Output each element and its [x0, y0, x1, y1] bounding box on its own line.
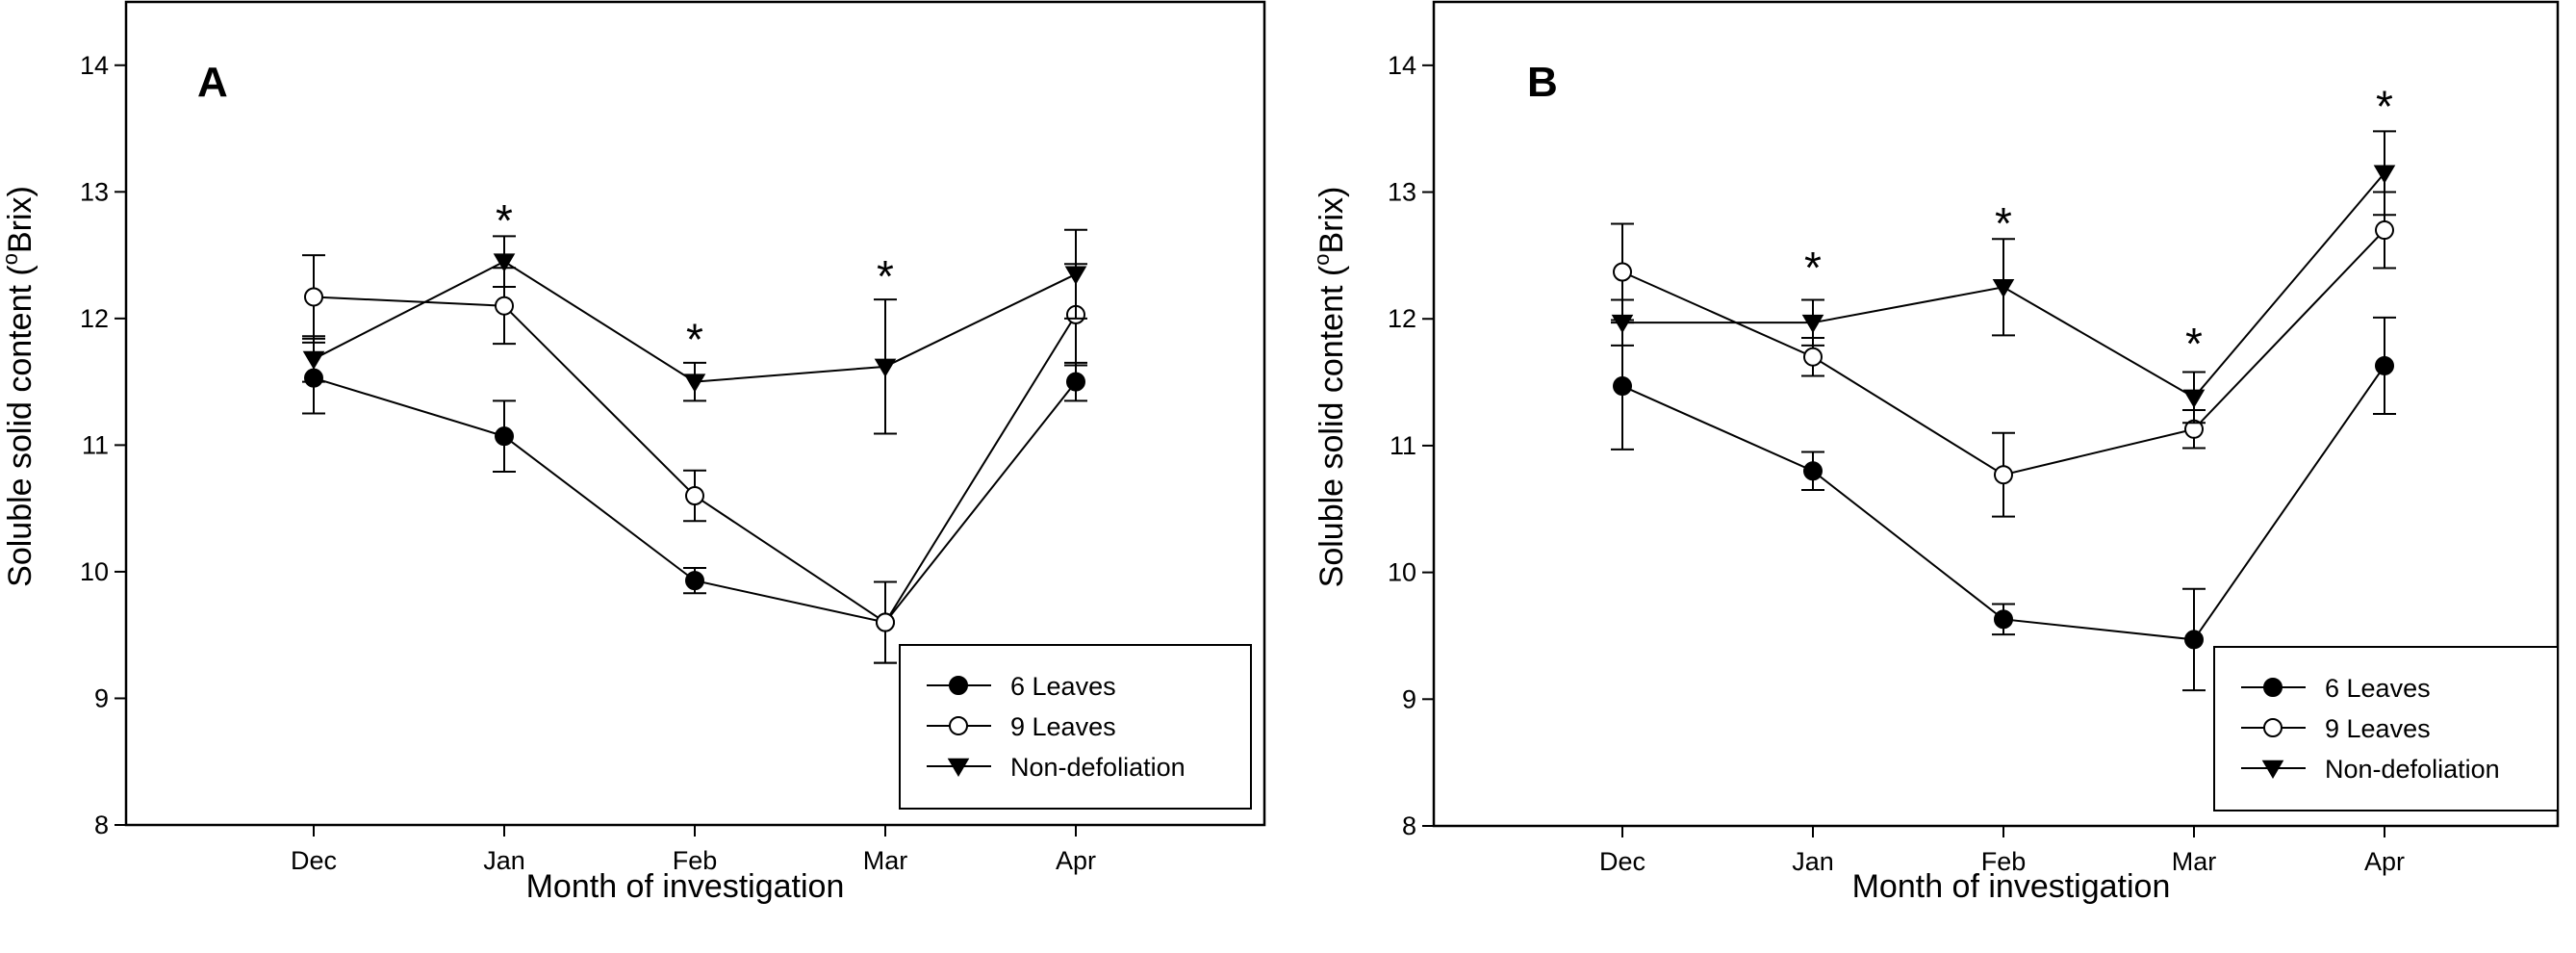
y-axis-title-prefix: Soluble solid content (: [1314, 265, 1350, 587]
legend-marker: [2263, 718, 2283, 737]
data-point: [1803, 347, 1823, 367]
data-point: [1994, 465, 2013, 485]
data-point: [1992, 279, 2015, 298]
x-tick-label: Dec: [291, 846, 337, 875]
data-point: [1064, 266, 1087, 285]
significance-marker: *: [2376, 82, 2393, 132]
y-tick-label: 8: [1402, 811, 1416, 840]
series-6-leaves: [1611, 316, 2396, 692]
legend-label: 9 Leaves: [2325, 714, 2431, 743]
x-tick-label: Dec: [1599, 847, 1645, 876]
legend-marker: [949, 676, 968, 695]
legend: 6 Leaves 9 Leaves Non-defoliation: [899, 644, 1252, 810]
significance-marker: *: [1995, 198, 2012, 248]
series-non-defoliation: [1611, 130, 2396, 425]
x-tick-label: Mar: [863, 846, 908, 875]
y-axis-title-prefix: Soluble solid content (: [2, 265, 38, 587]
y-axis-title-superscript: o: [1310, 254, 1334, 266]
y-tick-label: 14: [80, 51, 109, 80]
y-tick-label: 11: [1390, 431, 1416, 460]
data-point: [1611, 314, 1634, 334]
y-tick-label: 10: [1388, 558, 1416, 587]
panel-letter: A: [197, 59, 228, 106]
panel-letter: B: [1527, 59, 1558, 106]
data-point: [685, 486, 704, 505]
x-tick-label: Feb: [673, 846, 718, 875]
data-point: [2373, 165, 2396, 184]
x-axis-title: Month of investigation: [526, 868, 845, 905]
data-point: [1801, 314, 1824, 334]
legend-label: 9 Leaves: [1010, 712, 1116, 741]
legend-label: Non-defoliation: [1010, 753, 1186, 782]
panel-a: 8 9 10 11 12 13 14 Dec Jan Feb Mar Apr Month of inve…: [0, 0, 1266, 905]
y-axis-title-suffix: Brix): [2, 186, 38, 253]
y-axis-title: Soluble solid content (oBrix): [1310, 187, 1350, 588]
significance-marker: *: [496, 195, 513, 245]
y-tick-label: 12: [80, 304, 109, 333]
series-non-defoliation: [302, 228, 1087, 435]
significance-marker: *: [877, 251, 894, 301]
y-axis-title: Soluble solid content (oBrix): [0, 186, 38, 587]
legend: 6 Leaves 9 Leaves Non-defoliation: [2213, 646, 2559, 811]
data-point: [493, 253, 516, 272]
y-tick-label: 9: [1402, 684, 1416, 713]
x-tick-label: Jan: [1792, 847, 1834, 876]
x-tick-label: Feb: [1981, 847, 2027, 876]
data-point: [2375, 220, 2394, 241]
y-axis-title-superscript: o: [0, 253, 22, 265]
x-axis-title: Month of investigation: [1852, 868, 2171, 905]
data-point: [1803, 461, 1823, 481]
significance-marker: *: [686, 315, 703, 365]
significance-marker: *: [2185, 319, 2203, 369]
legend-label: 6 Leaves: [2325, 674, 2431, 703]
data-point: [302, 350, 325, 370]
data-point: [495, 426, 514, 447]
y-tick-label: 13: [1388, 178, 1416, 207]
y-tick-label: 13: [80, 177, 109, 206]
data-point: [1066, 372, 1085, 392]
data-point: [876, 612, 895, 632]
x-tick-label: Apr: [1056, 846, 1096, 875]
legend-marker: [947, 758, 970, 777]
data-point: [1613, 376, 1632, 397]
x-tick-label: Apr: [2364, 847, 2405, 876]
legend-label: Non-defoliation: [2325, 755, 2500, 784]
data-point: [2182, 389, 2206, 408]
legend-marker: [949, 716, 968, 735]
significance-marker: *: [1804, 243, 1822, 293]
data-point: [495, 296, 514, 316]
y-axis-title-suffix: Brix): [1314, 187, 1350, 254]
data-point: [2184, 630, 2204, 650]
data-point: [1613, 262, 1632, 282]
x-tick-label: Mar: [2172, 847, 2217, 876]
y-tick-label: 12: [1388, 304, 1416, 333]
y-tick-label: 14: [1388, 51, 1416, 80]
data-point: [683, 373, 706, 393]
y-tick-label: 8: [94, 811, 109, 839]
y-tick-label: 9: [94, 683, 109, 712]
data-point: [304, 287, 323, 307]
data-point: [2375, 355, 2394, 375]
x-tick-label: Jan: [483, 846, 525, 875]
data-point: [685, 571, 704, 591]
y-tick-label: 10: [80, 557, 109, 586]
data-point: [1994, 609, 2013, 630]
legend-marker: [2263, 678, 2283, 697]
panel-b: 8 9 10 11 12 13 14 Dec Jan Feb Mar Apr Month of inve…: [1310, 0, 2560, 905]
data-point: [874, 358, 897, 377]
legend-label: 6 Leaves: [1010, 672, 1116, 701]
plot-frame: [1432, 0, 2560, 828]
y-tick-label: 11: [82, 430, 109, 459]
legend-marker: [2261, 760, 2284, 779]
